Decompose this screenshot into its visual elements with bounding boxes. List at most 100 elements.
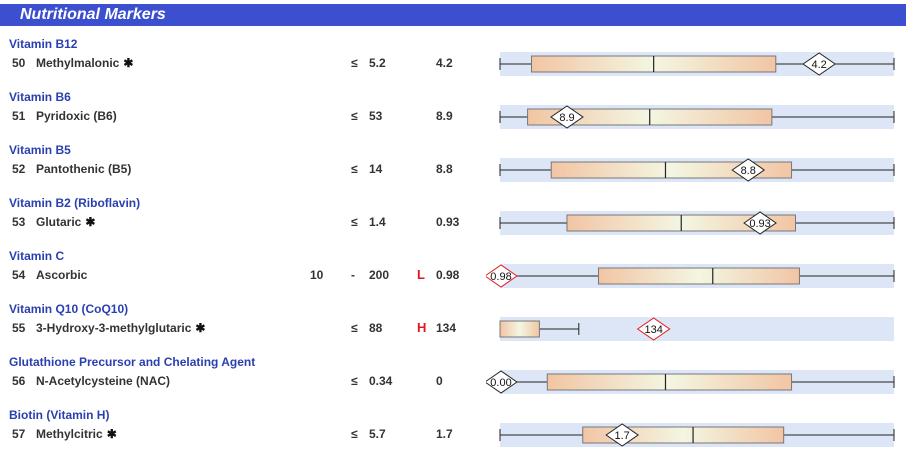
- result-marker: 0.98: [484, 264, 518, 288]
- result-marker-label: 134: [644, 324, 662, 336]
- reference-plot-svg: 4.2: [499, 52, 895, 76]
- marker-name: Glutaric ✱: [36, 215, 95, 229]
- result-diamond: [731, 158, 766, 182]
- reference-plot-svg: 134: [499, 317, 894, 341]
- result-value: 0.98: [436, 268, 460, 282]
- marker-number: 51: [12, 109, 26, 123]
- reference-plot-svg: 0.00: [484, 370, 895, 394]
- reference-plot: 134: [486, 317, 896, 341]
- section-title: Nutritional Markers: [20, 6, 166, 23]
- reference-plot: 4.2: [486, 52, 896, 76]
- result-value: 8.8: [436, 162, 453, 176]
- marker-number: 53: [12, 215, 26, 229]
- marker-row: Vitamin B5 52 Pantothenic (B5) ≤14 8.8 8.8: [0, 143, 910, 197]
- result-marker-label: 4.2: [811, 59, 826, 71]
- reference-high: 88: [369, 321, 383, 335]
- marker-group-title: Glutathione Precursor and Chelating Agen…: [9, 355, 256, 369]
- reference-plot: 1.7: [486, 423, 896, 447]
- marker-row: Vitamin B12 50 Methylmalonic ✱ ≤5.2 4.2 4.2: [0, 37, 910, 91]
- result-diamond: [484, 264, 518, 288]
- result-diamond: [636, 317, 671, 341]
- reference-plot-svg: 8.9: [499, 105, 895, 129]
- reference-high: 0.34: [369, 374, 393, 388]
- marker-number: 54: [12, 268, 26, 282]
- reference-plot-svg: 0.98: [484, 264, 895, 288]
- result-value: 4.2: [436, 56, 453, 70]
- asterisk-icon: ✱: [195, 321, 206, 335]
- marker-group-title: Vitamin B6: [9, 90, 71, 104]
- result-marker: 0.00: [484, 370, 518, 394]
- result-value: 0: [436, 374, 443, 388]
- marker-group-title: Vitamin B5: [9, 143, 71, 157]
- result-marker: 8.8: [731, 158, 766, 182]
- result-marker-label: 8.9: [559, 112, 574, 124]
- reference-operator: ≤: [351, 215, 358, 229]
- asterisk-icon: ✱: [106, 427, 117, 441]
- reference-plot-svg: 8.8: [499, 158, 895, 182]
- result-diamond: [550, 105, 584, 129]
- result-marker-label: 8.8: [741, 165, 756, 177]
- result-marker: 8.9: [550, 105, 584, 129]
- result-value: 134: [436, 321, 457, 335]
- reference-operator: ≤: [351, 56, 358, 70]
- reference-operator: ≤: [351, 109, 358, 123]
- marker-number: 52: [12, 162, 26, 176]
- marker-name-label: N-Acetylcysteine (NAC): [36, 374, 171, 388]
- marker-number: 50: [12, 56, 26, 70]
- result-marker-label: 0.93: [749, 218, 770, 230]
- reference-operator: -: [351, 268, 355, 282]
- reference-high: 1.4: [369, 215, 386, 229]
- result-marker: 1.7: [605, 423, 640, 447]
- marker-row: Glutathione Precursor and Chelating Agen…: [0, 355, 910, 409]
- marker-name: Methylcitric ✱: [36, 427, 117, 441]
- reference-plot-svg: 0.93: [499, 211, 895, 235]
- reference-high: 5.7: [369, 427, 386, 441]
- reference-plot: 0.00: [484, 370, 896, 394]
- reference-high: 53: [369, 109, 383, 123]
- reference-box: [546, 373, 793, 391]
- reference-low: 10: [310, 268, 324, 282]
- marker-row: Vitamin B2 (Riboflavin) 53 Glutaric ✱ ≤1.4 0.…: [0, 196, 910, 250]
- result-marker-label: 0.98: [490, 271, 511, 283]
- reference-operator: ≤: [351, 374, 358, 388]
- result-flag: H: [417, 320, 427, 335]
- reference-box: [598, 267, 800, 285]
- marker-row: Vitamin C 54 Ascorbic 10 -200 L 0.98 0.98: [0, 249, 910, 303]
- reference-box: [499, 320, 540, 338]
- marker-name-label: Glutaric: [36, 215, 82, 229]
- reference-plot: 8.8: [486, 158, 896, 182]
- marker-name: 3-Hydroxy-3-methylglutaric ✱: [36, 321, 205, 335]
- reference-plot-svg: 1.7: [499, 423, 895, 447]
- result-value: 8.9: [436, 109, 453, 123]
- reference-high: 14: [369, 162, 383, 176]
- reference-plot: 0.98: [484, 264, 896, 288]
- marker-row: Biotin (Vitamin H) 57 Methylcitric ✱ ≤5.7 1.7…: [0, 408, 910, 462]
- marker-number: 56: [12, 374, 26, 388]
- marker-group-title: Vitamin B2 (Riboflavin): [9, 196, 141, 210]
- marker-name-label: Pantothenic (B5): [36, 162, 132, 176]
- marker-group-title: Vitamin Q10 (CoQ10): [9, 302, 129, 316]
- reference-operator: ≤: [351, 321, 358, 335]
- result-flag: L: [417, 267, 425, 282]
- reference-operator: ≤: [351, 427, 358, 441]
- marker-name: Pantothenic (B5): [36, 162, 131, 176]
- result-diamond: [484, 370, 518, 394]
- result-marker: 4.2: [802, 52, 837, 76]
- marker-name-label: 3-Hydroxy-3-methylglutaric: [36, 321, 192, 335]
- marker-group-title: Biotin (Vitamin H): [9, 408, 110, 422]
- marker-name: Pyridoxic (B6): [36, 109, 117, 123]
- reference-plot: 8.9: [486, 105, 896, 129]
- reference-operator: ≤: [351, 162, 358, 176]
- marker-name: Methylmalonic ✱: [36, 56, 133, 70]
- marker-name-label: Ascorbic: [36, 268, 88, 282]
- marker-name: N-Acetylcysteine (NAC): [36, 374, 170, 388]
- reference-high: 5.2: [369, 56, 386, 70]
- result-diamond: [743, 211, 777, 235]
- marker-name-label: Pyridoxic (B6): [36, 109, 117, 123]
- reference-plot: 0.93: [486, 211, 896, 235]
- result-diamond: [605, 423, 640, 447]
- marker-name-label: Methylmalonic: [36, 56, 120, 70]
- marker-row: Vitamin B6 51 Pyridoxic (B6) ≤53 8.9 8.9: [0, 90, 910, 144]
- result-marker: 134: [636, 317, 671, 341]
- section-header: Nutritional Markers: [0, 4, 906, 26]
